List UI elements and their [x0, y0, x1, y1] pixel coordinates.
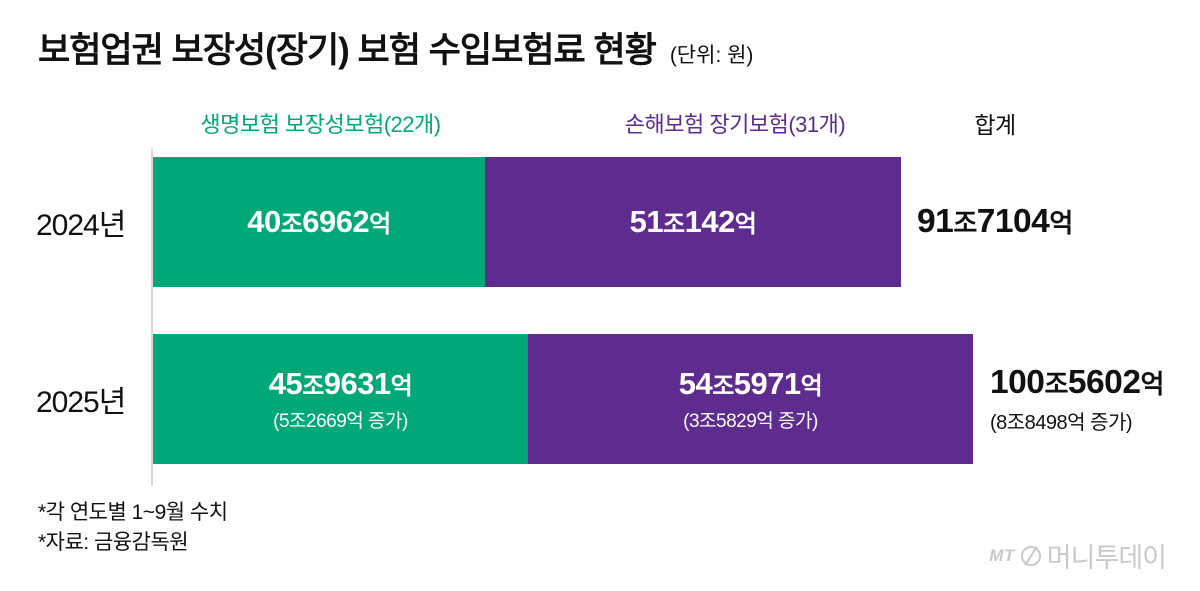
total-2025: 100조5602억 (8조8498억 증가) [990, 334, 1164, 464]
moneytoday-logo: MT 머니투데이 [989, 536, 1167, 575]
bar-segment-life-2024: 40조6962억 [153, 157, 485, 287]
bar-value-nonlife-2025: 54조5971억 [678, 365, 823, 401]
title-row: 보험업권 보장성(장기) 보험 수입보험료 현황 (단위: 원) [38, 22, 753, 73]
moneytoday-name: 머니투데이 [1046, 543, 1167, 573]
bar-2024: 40조6962억 51조142억 [153, 157, 901, 287]
year-label-2024: 2024년 [36, 209, 126, 242]
unit-label: (단위: 원) [669, 44, 754, 67]
bar-segment-nonlife-2025: 54조5971억 (3조5829억 증가) [528, 334, 973, 464]
bar-segment-life-2025: 45조9631억 (5조2669억 증가) [153, 334, 528, 464]
bar-segment-nonlife-2024: 51조142억 [485, 157, 901, 287]
legend-total: 합계 [974, 112, 1016, 138]
bar-value-nonlife-2024: 51조142억 [629, 203, 757, 239]
total-2024: 91조7104억 [917, 157, 1073, 287]
bar-value-life-2024: 40조6962억 [247, 203, 391, 239]
year-label-2025: 2025년 [36, 386, 126, 419]
bar-2025: 45조9631억 (5조2669억 증가) 54조5971억 (3조5829억 … [153, 334, 973, 464]
bar-value-life-2025: 45조9631억 [268, 365, 413, 401]
bar-increase-life-2025: (5조2669억 증가) [273, 411, 408, 433]
footnote-period: *각 연도별 1~9월 수치 [38, 501, 228, 524]
total-value-2025: 100조5602억 [990, 363, 1164, 401]
total-increase-2025: (8조8498억 증가) [990, 411, 1133, 434]
legend-nonlife-insurance: 손해보험 장기보험(31개) [624, 112, 846, 137]
total-value-2024: 91조7104억 [917, 203, 1073, 240]
legend-life-insurance: 생명보험 보장성보험(22개) [200, 112, 441, 137]
moneytoday-circle-icon [1020, 545, 1041, 566]
footnotes: *각 연도별 1~9월 수치 *자료: 금융감독원 [38, 498, 228, 559]
axis-line [151, 148, 153, 486]
footnote-source: *자료: 금융감독원 [38, 531, 189, 555]
mt-text: MT [989, 545, 1015, 565]
bar-increase-nonlife-2025: (3조5829억 증가) [683, 411, 818, 433]
page-title: 보험업권 보장성(장기) 보험 수입보험료 현황 [38, 31, 657, 70]
